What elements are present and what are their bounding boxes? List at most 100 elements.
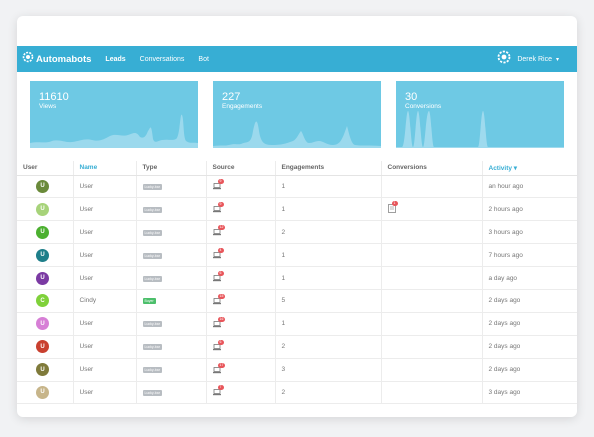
laptop-icon (212, 320, 221, 327)
avatar[interactable]: U (36, 179, 49, 193)
table-row[interactable]: U User Lucky-bar 6 2 2 days ago (17, 335, 577, 359)
activity-cell: 3 hours ago (481, 220, 577, 245)
source-count-badge: 6 (217, 339, 224, 345)
activity-cell: an hour ago (481, 175, 577, 199)
table-row[interactable]: U User Lucky-bar 4 1 7 hours ago (17, 243, 577, 268)
brand-logo[interactable]: Automabots (22, 46, 91, 72)
avatar[interactable]: U (36, 317, 49, 331)
name-cell[interactable]: User (72, 312, 136, 336)
avatar[interactable]: U (36, 225, 49, 239)
nav-item-conversations[interactable]: Conversations (139, 55, 185, 63)
source-indicator[interactable]: 9 (212, 202, 224, 213)
name-cell[interactable]: User (72, 335, 136, 359)
user-gear-avatar-icon (497, 50, 517, 69)
col-header-name[interactable]: Name (72, 161, 136, 176)
source-indicator[interactable]: 16 (212, 316, 226, 327)
conversion-count-badge: 1 (391, 200, 398, 206)
name-cell[interactable]: User (72, 175, 136, 199)
source-indicator[interactable]: 6 (212, 339, 224, 350)
laptop-icon (212, 366, 221, 373)
engagements-cell: 1 (274, 243, 381, 268)
avatar[interactable]: U (36, 202, 49, 216)
stat-card-conversions: 30 Conversions (396, 81, 564, 148)
table-row[interactable]: U User Lucky-bar 9 1 1 2 hours ago (17, 197, 577, 222)
source-count-badge: 16 (217, 316, 226, 322)
type-cell: Buyer (135, 289, 206, 313)
name-cell[interactable]: User (72, 243, 136, 268)
table-row[interactable]: U User Lucky-bar 7 2 3 days ago (17, 381, 577, 405)
source-cell: 6 (205, 266, 275, 290)
activity-cell: 7 hours ago (481, 243, 577, 268)
source-indicator[interactable]: 4 (212, 248, 224, 259)
laptop-icon (212, 297, 221, 305)
source-cell: 15 (205, 289, 275, 313)
user-menu[interactable]: Derek Rice ▾ (497, 50, 559, 69)
type-cell: Lucky-bar (135, 175, 206, 199)
source-indicator[interactable]: 9 (212, 179, 224, 190)
conversions-cell (380, 243, 482, 268)
engagements-cell: 2 (274, 381, 381, 405)
avatar[interactable]: C (36, 294, 49, 308)
type-badge: Lucky-bar (142, 252, 162, 259)
source-indicator[interactable]: 12 (212, 225, 226, 236)
user-cell: C (17, 289, 73, 313)
nav-item-leads[interactable]: Leads (105, 55, 126, 63)
table-row[interactable]: C Cindy Buyer 15 5 2 days ago (17, 289, 577, 313)
type-cell: Lucky-bar (135, 266, 206, 290)
user-cell: U (17, 358, 73, 382)
source-cell: 7 (205, 381, 275, 405)
stat-value: 11610 (39, 91, 69, 103)
table-header-row: User Name Type Source Engagements Conver… (17, 161, 577, 176)
activity-cell: 2 days ago (481, 289, 577, 313)
source-cell: 6 (205, 335, 275, 359)
app-window: Automabots Leads Conversations Bot Derek… (17, 16, 577, 417)
type-badge: Lucky-bar (142, 344, 162, 351)
type-cell: Lucky-bar (135, 381, 206, 405)
source-indicator[interactable]: 6 (212, 271, 224, 282)
stat-value: 30 (405, 91, 418, 103)
laptop-icon (212, 229, 221, 236)
name-cell[interactable]: User (72, 197, 136, 222)
user-cell: U (17, 197, 73, 222)
type-badge: Lucky-bar (142, 275, 162, 282)
gear-logo-icon (22, 50, 34, 68)
conversions-sparkline (396, 111, 564, 148)
user-name: Derek Rice (517, 55, 552, 63)
col-header-activity[interactable]: Activity ▾ (481, 161, 577, 176)
table-row[interactable]: U User Lucky-bar 9 1 an hour ago (17, 175, 577, 199)
name-cell[interactable]: User (72, 381, 136, 405)
engagements-cell: 1 (274, 197, 381, 222)
source-count-badge: 6 (217, 271, 224, 276)
table-row[interactable]: U User Lucky-bar 12 2 3 hours ago (17, 220, 577, 245)
name-cell[interactable]: Cindy (72, 289, 136, 313)
source-count-badge: 12 (217, 225, 226, 231)
conversions-cell (380, 335, 482, 359)
source-indicator[interactable]: 7 (212, 385, 224, 396)
type-cell: Lucky-bar (135, 312, 206, 336)
source-indicator[interactable]: 17 (212, 362, 226, 373)
engagements-cell: 1 (274, 312, 381, 336)
avatar[interactable]: U (36, 385, 49, 399)
type-badge: Lucky-bar (142, 321, 162, 328)
type-badge: Lucky-bar (142, 229, 162, 236)
type-cell: Lucky-bar (135, 335, 206, 359)
avatar[interactable]: U (36, 363, 49, 377)
table-row[interactable]: U User Lucky-bar 17 3 2 days ago (17, 358, 577, 382)
activity-cell: 2 days ago (481, 312, 577, 336)
stats-cards: 11610 Views 227 Engagements 30 Conversio… (30, 81, 564, 148)
laptop-icon (212, 389, 221, 396)
stat-label: Conversions (405, 103, 442, 110)
source-count-badge: 9 (217, 202, 224, 208)
avatar[interactable]: U (36, 340, 49, 354)
nav-item-bot[interactable]: Bot (198, 55, 209, 63)
name-cell[interactable]: User (72, 220, 136, 245)
avatar[interactable]: U (36, 271, 49, 285)
name-cell[interactable]: User (72, 266, 136, 290)
source-indicator[interactable]: 15 (212, 293, 226, 305)
table-row[interactable]: U User Lucky-bar 16 1 2 days ago (17, 312, 577, 336)
table-row[interactable]: U User Lucky-bar 6 1 a day ago (17, 266, 577, 290)
avatar[interactable]: U (36, 248, 49, 262)
source-count-badge: 17 (217, 362, 226, 368)
name-cell[interactable]: User (72, 358, 136, 382)
conversion-indicator[interactable]: 1 (387, 200, 398, 213)
